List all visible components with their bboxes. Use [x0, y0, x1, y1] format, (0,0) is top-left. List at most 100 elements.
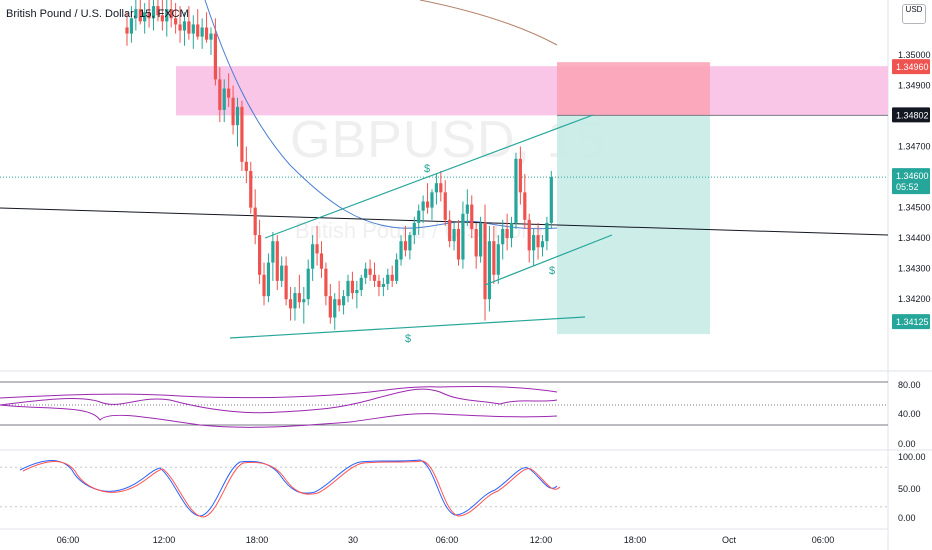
candle-body — [377, 280, 381, 287]
candle-body — [417, 210, 421, 223]
candle-body — [545, 222, 549, 242]
candle-body — [549, 177, 553, 223]
candle-body — [178, 24, 182, 31]
candle-body — [341, 296, 346, 306]
candle-body — [425, 201, 430, 208]
price-tag-stop — [892, 59, 930, 75]
candle-body — [399, 241, 403, 260]
candle-body — [487, 241, 492, 300]
candle-body — [222, 88, 226, 110]
candle-body — [235, 106, 240, 126]
y-tick-label: 1.34300 — [898, 264, 931, 274]
y-tick-label: 1.34500 — [898, 203, 931, 213]
candle-body — [337, 299, 341, 306]
candle-body — [209, 33, 213, 40]
stoch-tick-label: 100.00 — [898, 452, 926, 462]
current-price-tag — [892, 168, 930, 195]
candle-body — [456, 228, 461, 260]
candle-body — [160, 15, 164, 22]
candle-body — [390, 274, 394, 281]
candle-body — [448, 219, 452, 242]
support-line — [229, 316, 586, 339]
candle-body — [523, 192, 527, 220]
candle-body — [532, 235, 536, 251]
trend-line — [0, 207, 889, 236]
candle-body — [156, 6, 160, 16]
candle-body — [355, 290, 359, 294]
candle-body — [452, 228, 456, 242]
x-tick-label: 12:00 — [153, 535, 176, 545]
candle-body — [249, 170, 253, 208]
currency-label[interactable]: USD — [902, 4, 926, 24]
candle-body — [196, 24, 200, 37]
candle-body — [346, 280, 350, 297]
take-profit-zone — [557, 115, 710, 335]
candle-body — [527, 219, 531, 251]
candle-body — [540, 241, 545, 248]
candle-body — [381, 283, 385, 287]
candle-body — [280, 265, 284, 281]
candle-body — [408, 235, 412, 251]
candle-body — [138, 9, 142, 22]
candle-body — [359, 277, 363, 291]
candle-body — [165, 9, 169, 22]
candle-body — [253, 207, 257, 236]
x-tick-label: 06:00 — [57, 535, 80, 545]
candle-body — [143, 12, 147, 22]
candle-body — [536, 235, 540, 248]
candle-body — [218, 79, 222, 110]
candle-body — [333, 299, 337, 318]
candle-body — [421, 201, 425, 211]
candle-body — [372, 274, 377, 281]
rsi-tick-label: 0.00 — [898, 439, 916, 449]
candle-body — [174, 18, 178, 25]
x-tick-label: Oct — [722, 535, 737, 545]
candle-body — [311, 244, 315, 269]
candle-body — [187, 21, 191, 34]
candle-body — [509, 222, 514, 239]
candle-body — [315, 244, 319, 254]
candle-body — [262, 274, 266, 297]
stoch-tick-label: 0.00 — [898, 513, 916, 523]
price-tag-label: 1.34125 — [896, 317, 929, 327]
x-tick-label: 12:00 — [530, 535, 553, 545]
channel-upper-line — [264, 114, 594, 239]
candle-body — [395, 259, 399, 281]
ma-short-line — [204, 0, 558, 230]
stoch-k-line — [19, 459, 558, 517]
price-tag-label: 1.34802 — [896, 110, 929, 120]
candle-body — [412, 222, 416, 236]
x-tick-label: 18:00 — [246, 535, 269, 545]
supply-zone — [176, 66, 888, 116]
rsi-upper-band — [0, 386, 558, 399]
candle-body — [443, 192, 447, 220]
dollar-annotation: $ — [424, 163, 430, 175]
candle-body — [244, 161, 248, 171]
candle-body — [213, 33, 217, 80]
y-tick-label: 1.34400 — [898, 233, 931, 243]
dollar-annotation: $ — [549, 265, 555, 277]
candle-body — [284, 265, 288, 300]
price-tag-target — [892, 314, 930, 330]
stoch-d-line — [22, 460, 561, 518]
candle-body — [200, 27, 204, 37]
watermark-symbol: GBPUSD, 15 — [290, 111, 607, 169]
candle-body — [240, 106, 244, 162]
candle-body — [496, 244, 500, 275]
rsi-tick-label: 80.00 — [898, 380, 921, 390]
candle-body — [368, 268, 372, 275]
candle-body — [461, 213, 465, 260]
rsi-line — [0, 388, 558, 414]
candle-body — [147, 12, 151, 19]
candle-body — [474, 228, 478, 257]
candle-body — [258, 235, 262, 275]
current-price-label: 1.34600 — [896, 171, 929, 181]
candle-body — [386, 274, 390, 284]
x-tick-label: 30 — [348, 535, 358, 545]
candle-body — [403, 241, 408, 251]
channel-lower-line — [484, 234, 613, 286]
y-tick-label: 1.34200 — [898, 294, 931, 304]
y-tick-label: 1.35000 — [898, 50, 931, 60]
